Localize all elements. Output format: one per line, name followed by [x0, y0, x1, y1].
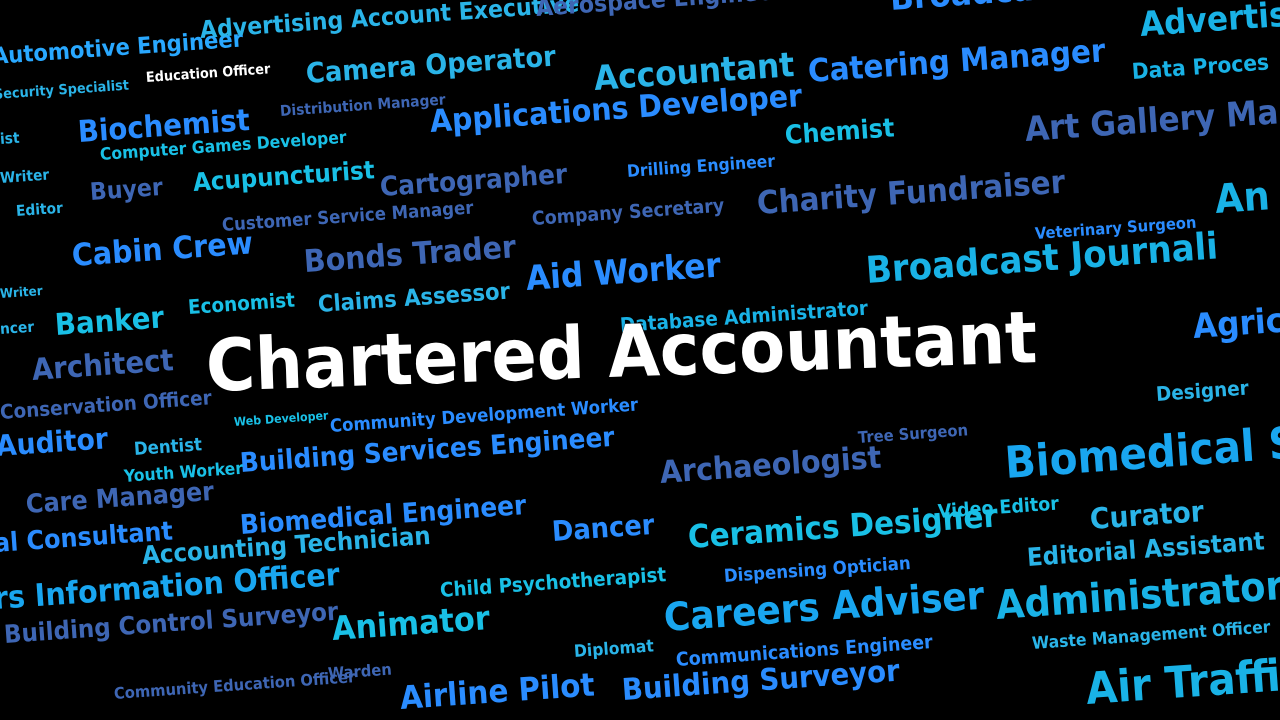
word-dentist: Dentist	[133, 434, 203, 460]
word-auditor: Auditor	[0, 421, 110, 463]
word-ist: ist	[0, 128, 21, 148]
word-building-surveyor: Building Surveyor	[620, 653, 901, 708]
word-customer-service-manager: Customer Service Manager	[221, 197, 475, 236]
word-aerospace-engineer: Aerospace Engineer	[535, 0, 785, 22]
word-broadcast-journali: Broadcast Journali	[864, 224, 1220, 292]
word-biomedical-s: Biomedical S	[1003, 417, 1280, 489]
word-building-services-engineer: Building Services Engineer	[238, 421, 616, 479]
word-catering-manager: Catering Manager	[806, 31, 1107, 90]
word-claims-assessor: Claims Assessor	[317, 278, 511, 318]
word-security-specialist: Security Specialist	[0, 77, 130, 103]
word-conservation-officer: Conservation Officer	[0, 385, 213, 424]
word-writer: Writer	[0, 165, 50, 187]
word-designer: Designer	[1155, 375, 1250, 406]
word-camera-operator: Camera Operator	[304, 39, 557, 90]
word-ncer: ncer	[0, 317, 35, 338]
word-animator: Animator	[330, 598, 491, 648]
word-education-officer: Education Officer	[145, 61, 271, 86]
word-airline-pilot: Airline Pilot	[398, 665, 596, 717]
word-data-proces: Data Proces	[1131, 50, 1270, 85]
word-acupuncturist: Acupuncturist	[191, 155, 376, 197]
word-art-gallery-ma: Art Gallery Ma	[1023, 92, 1280, 150]
word-advertising-account-executive: Advertising Account Executive	[199, 0, 580, 44]
word-writer: Writer	[0, 284, 44, 302]
word-web-developer: Web Developer	[233, 408, 329, 429]
word-care-manager: Care Manager	[24, 476, 215, 520]
word-cabin-crew: Cabin Crew	[70, 225, 255, 274]
word-careers-adviser: Careers Adviser	[662, 573, 986, 641]
word-editor: Editor	[15, 198, 64, 220]
word-agric: Agric	[1191, 300, 1280, 347]
word-child-psychotherapist: Child Psychotherapist	[439, 562, 667, 602]
word-charity-fundraiser: Charity Fundraiser	[755, 162, 1067, 222]
word-buyer: Buyer	[89, 172, 164, 206]
word-distribution-manager: Distribution Manager	[279, 90, 447, 120]
word-waste-management-officer: Waste Management Officer	[1031, 617, 1272, 654]
word-diplomat: Diplomat	[573, 636, 655, 662]
word-broadcast: Broadcast	[889, 0, 1069, 19]
word-advertis: Advertis	[1138, 0, 1280, 45]
word-aid-worker: Aid Worker	[524, 245, 723, 299]
word-community-education-officer: Community Education Officer	[113, 667, 356, 703]
word-bonds-trader: Bonds Trader	[302, 229, 518, 280]
word-chemist: Chemist	[783, 113, 896, 151]
word-administrator: Administrator	[994, 562, 1280, 629]
word-architect: Architect	[30, 343, 175, 388]
word-banker: Banker	[53, 300, 166, 343]
word-company-secretary: Company Secretary	[531, 194, 726, 230]
word-an: An	[1213, 173, 1272, 223]
word-archaeologist: Archaeologist	[658, 439, 883, 491]
word-economist: Economist	[187, 287, 296, 319]
word-drilling-engineer: Drilling Engineer	[626, 151, 776, 182]
word-editorial-assistant: Editorial Assistant	[1025, 526, 1266, 572]
word-ceramics-designer: Ceramics Designer	[686, 496, 1000, 556]
word-air-traffi: Air Traffi	[1084, 650, 1280, 715]
word-cartographer: Cartographer	[378, 158, 569, 203]
word-dancer: Dancer	[550, 507, 656, 548]
word-curator: Curator	[1088, 494, 1205, 536]
